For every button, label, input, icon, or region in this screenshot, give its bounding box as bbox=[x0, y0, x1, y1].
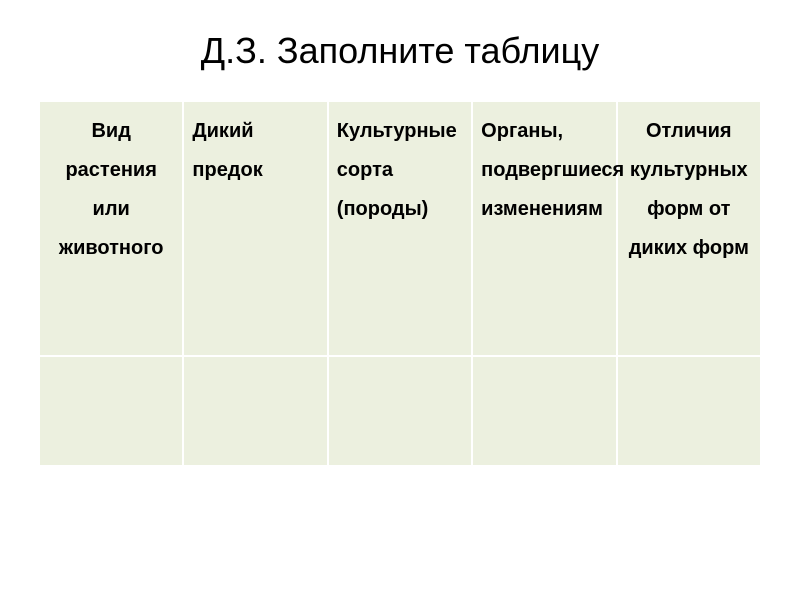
table-cell bbox=[39, 356, 183, 466]
column-header-differences: Отличия культурных форм от диких форм bbox=[617, 101, 761, 356]
table-header-row: Вид растения или животного Дикий предок … bbox=[39, 101, 761, 356]
column-header-organs: Органы, подвергшиеся изменениям bbox=[472, 101, 616, 356]
column-header-cultivars: Культурные сорта (породы) bbox=[328, 101, 472, 356]
table-cell bbox=[472, 356, 616, 466]
column-header-ancestor: Дикий предок bbox=[183, 101, 327, 356]
table-row bbox=[39, 356, 761, 466]
table-cell bbox=[183, 356, 327, 466]
column-header-species: Вид растения или животного bbox=[39, 101, 183, 356]
table-cell bbox=[617, 356, 761, 466]
page-title: Д.З. Заполните таблицу bbox=[38, 30, 762, 72]
table-cell bbox=[328, 356, 472, 466]
homework-table: Вид растения или животного Дикий предок … bbox=[38, 100, 762, 467]
